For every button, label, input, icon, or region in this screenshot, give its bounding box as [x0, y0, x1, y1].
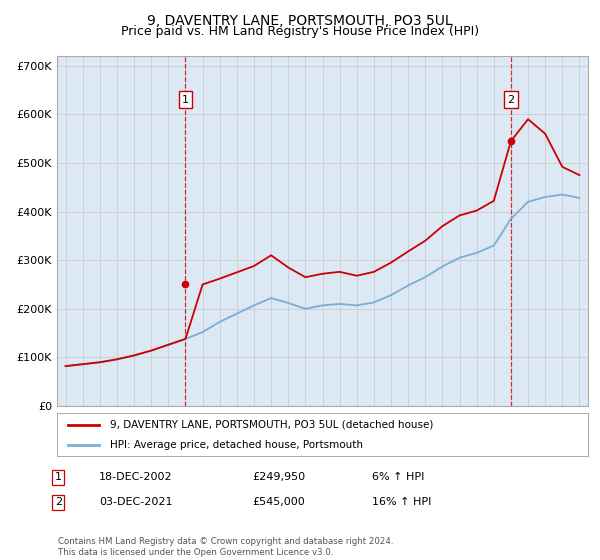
- Text: 18-DEC-2002: 18-DEC-2002: [99, 472, 173, 482]
- Text: 16% ↑ HPI: 16% ↑ HPI: [372, 497, 431, 507]
- Text: £545,000: £545,000: [252, 497, 305, 507]
- Text: Contains HM Land Registry data © Crown copyright and database right 2024.
This d: Contains HM Land Registry data © Crown c…: [58, 537, 394, 557]
- Text: HPI: Average price, detached house, Portsmouth: HPI: Average price, detached house, Port…: [110, 441, 363, 450]
- Text: 2: 2: [55, 497, 62, 507]
- Text: 6% ↑ HPI: 6% ↑ HPI: [372, 472, 424, 482]
- Text: £249,950: £249,950: [252, 472, 305, 482]
- Text: 9, DAVENTRY LANE, PORTSMOUTH, PO3 5UL: 9, DAVENTRY LANE, PORTSMOUTH, PO3 5UL: [147, 14, 453, 28]
- Text: 1: 1: [55, 472, 62, 482]
- Text: 03-DEC-2021: 03-DEC-2021: [99, 497, 173, 507]
- Text: 2: 2: [508, 95, 514, 105]
- Text: 9, DAVENTRY LANE, PORTSMOUTH, PO3 5UL (detached house): 9, DAVENTRY LANE, PORTSMOUTH, PO3 5UL (d…: [110, 420, 433, 430]
- Text: 1: 1: [182, 95, 189, 105]
- Text: Price paid vs. HM Land Registry's House Price Index (HPI): Price paid vs. HM Land Registry's House …: [121, 25, 479, 38]
